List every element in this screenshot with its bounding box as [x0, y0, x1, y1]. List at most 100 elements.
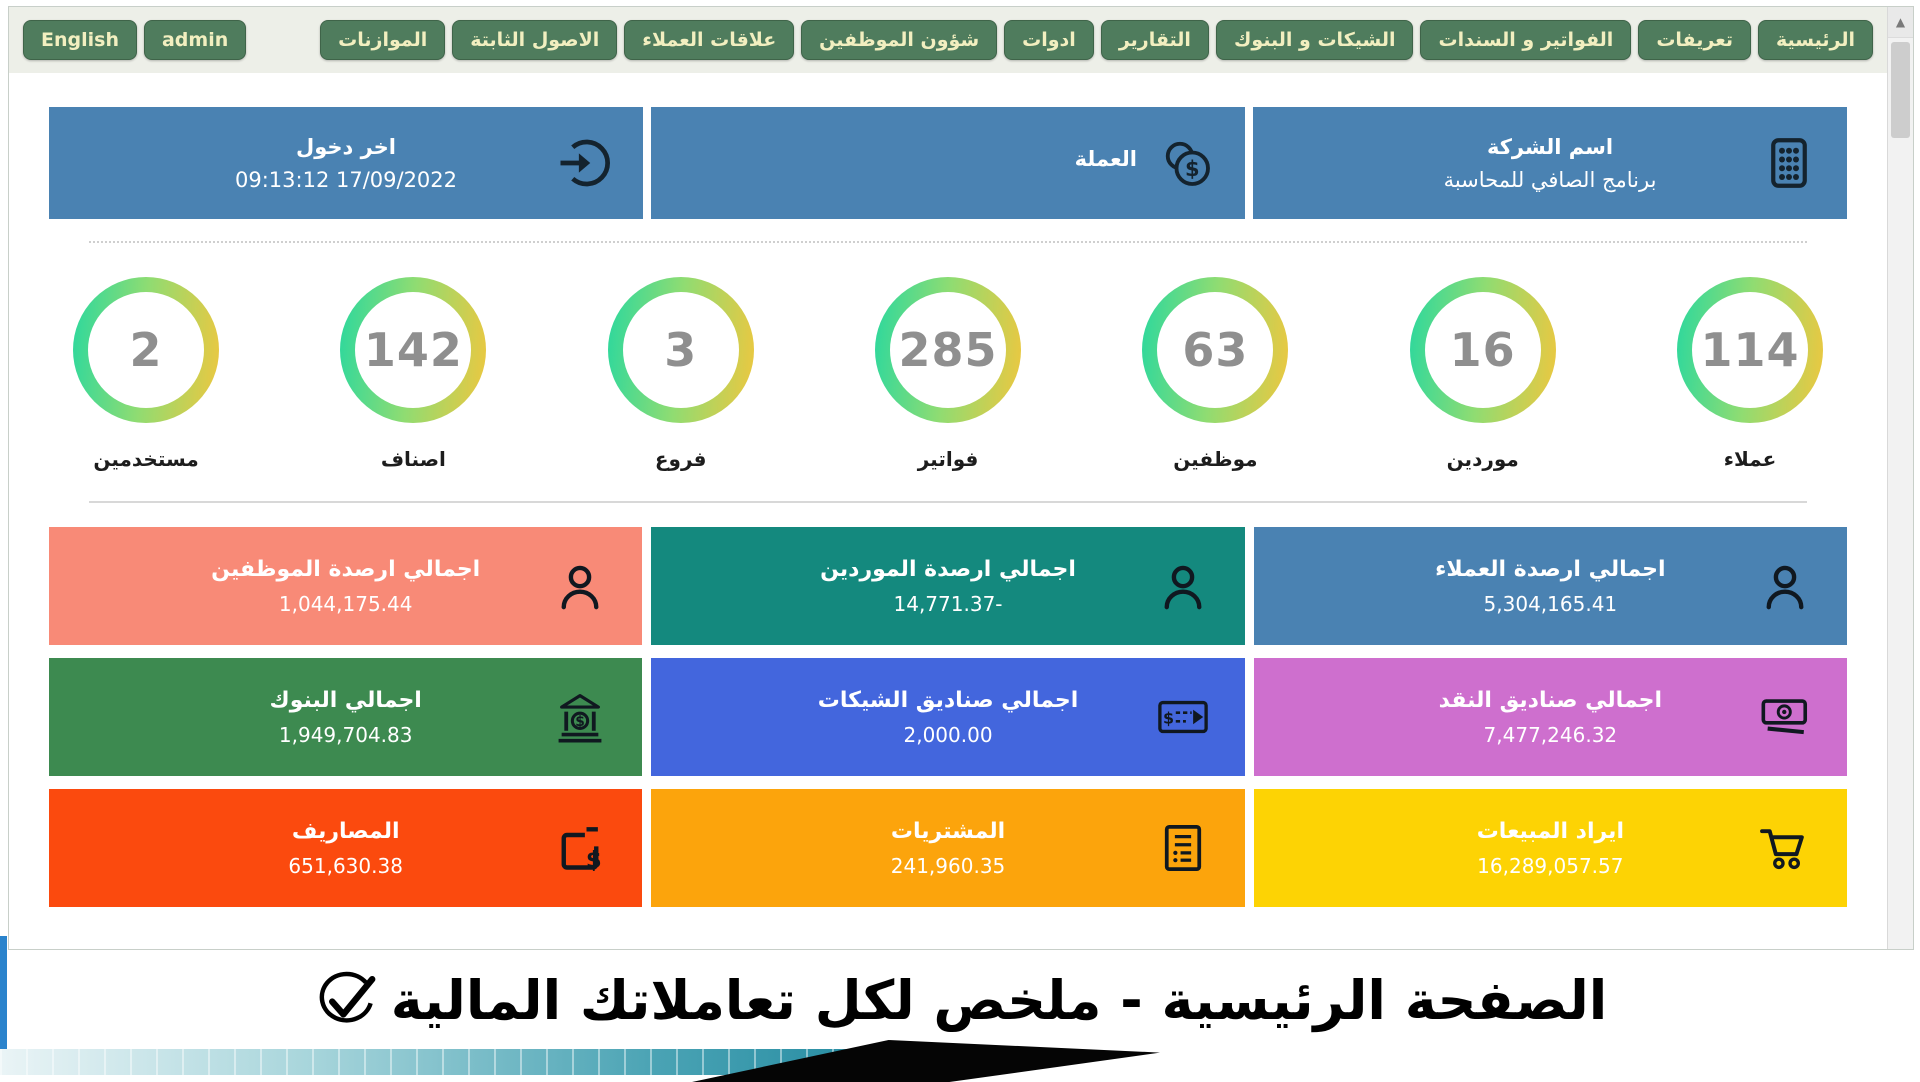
- stat-circle-6: 2 مستخدمين: [73, 277, 220, 471]
- stat-label: اصناف: [380, 447, 446, 471]
- tile-label: اجمالي صناديق الشيكات: [817, 687, 1079, 713]
- scrollbar-thumb[interactable]: [1891, 42, 1910, 138]
- tile-label: اجمالي ارصدة الموظفين: [211, 556, 481, 582]
- cheque-icon: $: [1157, 691, 1209, 743]
- cart-icon: [1759, 822, 1811, 874]
- header-card-1: $ العملة: [651, 107, 1245, 219]
- nav-item-7[interactable]: علاقات العملاء: [624, 20, 795, 60]
- stat-ring-inner: 16: [1424, 292, 1541, 408]
- tile-value: 7,477,246.32: [1483, 722, 1618, 747]
- stat-label: فواتير: [917, 447, 979, 471]
- stat-value: 3: [664, 323, 698, 377]
- tile-value: 16,289,057.57: [1477, 853, 1624, 878]
- header-card-2: اخر دخول 09:13:12 17/09/2022: [49, 107, 643, 219]
- stat-ring-inner: 3: [622, 292, 739, 408]
- svg-text:$: $: [1163, 709, 1174, 728]
- stat-ring-inner: 142: [355, 292, 472, 408]
- expense-icon: $: [554, 822, 606, 874]
- svg-text:$: $: [586, 848, 602, 874]
- checkmark-icon: [313, 968, 377, 1032]
- tile-label: ايراد المبيعات: [1476, 818, 1624, 844]
- tile-value: 2,000.00: [903, 722, 993, 747]
- stat-circle-3: 285 فواتير: [875, 277, 1022, 471]
- user-button-admin[interactable]: admin: [143, 20, 247, 60]
- stat-ring: 142: [340, 277, 487, 423]
- stat-ring-inner: 2: [88, 292, 205, 408]
- bank-icon: $: [554, 691, 606, 743]
- user-button-english[interactable]: English: [23, 20, 137, 60]
- stat-value: 2: [129, 323, 163, 377]
- summary-tile-8: $ المصاريف 651,630.38: [49, 789, 643, 907]
- tile-value: 241,960.35: [890, 853, 1006, 878]
- tile-text: اجمالي البنوك 1,949,704.83: [49, 658, 642, 776]
- nav-item-1[interactable]: تعريفات: [1638, 20, 1752, 60]
- coins-icon: $: [1159, 135, 1215, 191]
- vertical-scrollbar[interactable]: ▲: [1887, 7, 1913, 949]
- divider-top: [89, 241, 1807, 243]
- tile-text: اجمالي صناديق الشيكات 2,000.00: [651, 658, 1244, 776]
- nav-item-2[interactable]: الفواتير و السندات: [1420, 20, 1632, 60]
- person-icon: [554, 560, 606, 612]
- slide-caption: الصفحة الرئيسية - ملخص لكل تعاملاتك الما…: [0, 952, 1920, 1048]
- tile-label: المصاريف: [291, 818, 400, 844]
- header-card-title: اسم الشركة: [1486, 134, 1614, 159]
- stat-label: موردين: [1446, 447, 1519, 471]
- tile-label: المشتريات: [890, 818, 1006, 844]
- summary-tile-5: $ اجمالي البنوك 1,949,704.83: [49, 658, 643, 776]
- nav-item-3[interactable]: الشيكات و البنوك: [1215, 20, 1414, 60]
- divider-bottom: [89, 501, 1807, 503]
- nav-item-0[interactable]: الرئيسية: [1758, 20, 1873, 60]
- stat-value: 285: [898, 323, 998, 377]
- stat-circle-4: 3 فروع: [607, 277, 754, 471]
- header-card-value: 09:13:12 17/09/2022: [234, 167, 458, 192]
- nav-item-6[interactable]: شؤون الموظفين: [801, 20, 998, 60]
- summary-tile-3: اجمالي صناديق النقد 7,477,246.32: [1253, 658, 1847, 776]
- stat-ring: 3: [607, 277, 754, 423]
- summary-tile-2: اجمالي ارصدة الموظفين 1,044,175.44: [49, 527, 643, 645]
- banknote-icon: [1759, 691, 1811, 743]
- nav-item-9[interactable]: الموازنات: [320, 20, 446, 60]
- header-card-text: اخر دخول 09:13:12 17/09/2022: [49, 107, 643, 219]
- tile-text: المشتريات 241,960.35: [651, 789, 1244, 907]
- decorative-band: [0, 1040, 1160, 1082]
- caption-text: الصفحة الرئيسية - ملخص لكل تعاملاتك الما…: [390, 968, 1608, 1032]
- tile-text: المصاريف 651,630.38: [49, 789, 642, 907]
- stat-ring: 2: [73, 277, 220, 423]
- person-icon: [1759, 560, 1811, 612]
- stat-ring: 114: [1677, 277, 1823, 423]
- tile-text: اجمالي ارصدة العملاء 5,304,165.41: [1254, 527, 1847, 645]
- decorative-blue-strip: [0, 936, 7, 1050]
- receipt-icon: [1157, 822, 1209, 874]
- stat-label: عملاء: [1723, 447, 1777, 471]
- stat-circle-1: 16 موردين: [1409, 277, 1556, 471]
- header-card-title: اخر دخول: [296, 134, 397, 159]
- stat-label: فروع: [654, 447, 707, 471]
- svg-text:$: $: [576, 714, 586, 730]
- header-card-text: اسم الشركة برنامج الصافي للمحاسبة: [1253, 107, 1847, 219]
- summary-tile-1: اجمالي ارصدة الموردين 14,771.37-: [651, 527, 1245, 645]
- nav-item-4[interactable]: التقارير: [1100, 20, 1209, 60]
- nav-item-5[interactable]: ادوات: [1004, 20, 1094, 60]
- scroll-up-button[interactable]: ▲: [1888, 7, 1913, 38]
- summary-tile-6: ايراد المبيعات 16,289,057.57: [1253, 789, 1847, 907]
- nav-item-8[interactable]: الاصول الثابتة: [452, 20, 618, 60]
- keypad-icon: [1761, 135, 1817, 191]
- tile-value: 1,044,175.44: [278, 591, 413, 616]
- header-cards: اسم الشركة برنامج الصافي للمحاسبة $ العملة ا…: [49, 107, 1847, 219]
- summary-tile-7: المشتريات 241,960.35: [651, 789, 1245, 907]
- app-window: الرئيسية تعريفات الفواتير و السندات الشيكات…: [8, 6, 1914, 950]
- tile-label: اجمالي البنوك: [269, 687, 422, 713]
- summary-tile-0: اجمالي ارصدة العملاء 5,304,165.41: [1253, 527, 1847, 645]
- stat-ring: 63: [1142, 277, 1289, 423]
- stat-ring-inner: 114: [1692, 292, 1808, 408]
- tile-value: 5,304,165.41: [1483, 591, 1618, 616]
- stat-value: 16: [1449, 323, 1516, 377]
- stat-circle-5: 142 اصناف: [340, 277, 487, 471]
- stat-ring-inner: 63: [1157, 292, 1274, 408]
- tile-value: 1,949,704.83: [278, 722, 413, 747]
- tile-value: 14,771.37-: [893, 591, 1003, 616]
- tile-text: اجمالي ارصدة الموظفين 1,044,175.44: [49, 527, 642, 645]
- login-icon: [557, 135, 613, 191]
- navbar: الرئيسية تعريفات الفواتير و السندات الشيكات…: [9, 7, 1887, 73]
- tile-text: اجمالي ارصدة الموردين 14,771.37-: [651, 527, 1244, 645]
